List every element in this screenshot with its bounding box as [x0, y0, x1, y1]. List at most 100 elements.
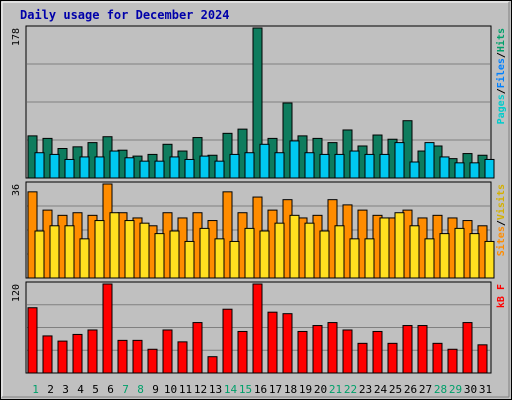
x-tick-label: 23	[359, 383, 372, 396]
bar-visits-day-27	[424, 238, 435, 279]
bar-files-day-5	[94, 156, 105, 179]
bar-kb-f-day-25	[387, 342, 398, 374]
bar-files-day-13	[214, 160, 225, 179]
x-axis: 1 2 3 4 5 6 7 8 9 10 11 12 13 14 15 16 17 18 19 20 21 22 23 24 2…	[32, 383, 492, 396]
x-tick-label: 29	[449, 383, 462, 396]
bar-files-day-28	[439, 156, 450, 179]
legend-entry: /	[496, 52, 507, 58]
x-tick-label: 19	[299, 383, 312, 396]
x-tick-label: 31	[479, 383, 492, 396]
bar-kb-f-day-5	[87, 329, 98, 374]
y-tick-label: 178	[11, 28, 22, 46]
bar-visits-day-9	[154, 233, 165, 279]
x-tick-label: 1	[32, 383, 39, 396]
bar-kb-f-day-13	[207, 356, 218, 374]
legend-entry: Pages	[496, 94, 507, 124]
bar-files-day-15	[244, 152, 255, 179]
panel-legend: Pages/Files/Hits	[495, 28, 507, 124]
bar-kb-f-day-29	[447, 348, 458, 374]
bar-visits-day-15	[244, 227, 255, 279]
legend-entry: kB F	[496, 284, 507, 308]
bar-kb-f-day-22	[342, 329, 353, 374]
bar-files-day-18	[289, 140, 300, 179]
legend-entry: /	[496, 88, 507, 94]
bar-files-day-27	[424, 142, 435, 179]
bar-files-day-31	[484, 158, 495, 179]
panel-3: 120 kB F	[11, 281, 507, 374]
bar-kb-f-day-30	[462, 322, 473, 374]
x-tick-label: 11	[179, 383, 192, 396]
legend-entry: /	[496, 220, 507, 226]
bar-visits-day-24	[379, 217, 390, 279]
x-tick-label: 6	[107, 383, 114, 396]
bar-visits-day-3	[64, 225, 75, 279]
bar-files-day-14	[229, 153, 240, 179]
x-tick-label: 30	[464, 383, 477, 396]
x-tick-label: 21	[329, 383, 342, 396]
x-tick-label: 27	[419, 383, 432, 396]
x-tick-label: 28	[434, 383, 447, 396]
legend-entry: Files	[495, 58, 507, 88]
bar-visits-day-2	[49, 225, 60, 279]
bar-kb-f-day-14	[222, 308, 233, 374]
bar-kb-f-day-26	[402, 325, 413, 374]
x-tick-label: 16	[254, 383, 267, 396]
x-tick-label: 2	[47, 383, 54, 396]
bar-files-day-21	[334, 153, 345, 179]
bar-kb-f-day-23	[357, 342, 368, 374]
bar-kb-f-day-31	[477, 344, 488, 374]
y-tick-label: 120	[11, 284, 22, 302]
bar-visits-day-6	[109, 212, 120, 279]
bar-visits-day-8	[139, 222, 150, 279]
bar-visits-day-20	[319, 230, 330, 279]
bar-kb-f-day-21	[327, 322, 338, 374]
bar-kb-f-day-7	[117, 339, 128, 374]
bar-visits-day-1	[34, 230, 45, 279]
bar-visits-day-29	[454, 227, 465, 279]
bar-visits-day-18	[289, 214, 300, 279]
x-tick-label: 18	[284, 383, 297, 396]
x-tick-label: 13	[209, 383, 222, 396]
bar-files-day-10	[169, 156, 180, 179]
bar-kb-f-day-17	[267, 311, 278, 374]
bar-visits-day-10	[169, 230, 180, 279]
x-tick-label: 10	[164, 383, 177, 396]
bar-kb-f-day-19	[297, 330, 308, 374]
bar-files-day-4	[79, 156, 90, 179]
x-tick-label: 4	[77, 383, 84, 396]
x-tick-label: 25	[389, 383, 402, 396]
x-tick-label: 20	[314, 383, 327, 396]
legend-entry: Visits	[495, 184, 507, 220]
bar-files-day-1	[34, 152, 45, 179]
bar-kb-f-day-15	[237, 330, 248, 374]
bar-kb-f-day-16	[252, 283, 263, 374]
bar-files-day-23	[364, 153, 375, 179]
bar-kb-f-day-4	[72, 333, 83, 374]
bar-kb-f-day-12	[192, 322, 203, 374]
x-tick-label: 12	[194, 383, 207, 396]
bar-visits-day-23	[364, 238, 375, 279]
bar-visits-day-13	[214, 238, 225, 279]
panel-legend: Sites/Visits	[495, 184, 507, 256]
x-tick-label: 7	[122, 383, 129, 396]
bar-kb-f-day-18	[282, 313, 293, 374]
bar-kb-f-day-6	[102, 283, 113, 374]
bar-visits-day-28	[439, 233, 450, 279]
bar-kb-f-day-28	[432, 342, 443, 374]
bar-files-day-9	[154, 160, 165, 179]
bar-visits-day-12	[199, 227, 210, 279]
x-tick-label: 22	[344, 383, 357, 396]
bar-kb-f-day-10	[162, 329, 173, 374]
bar-visits-day-11	[184, 240, 195, 279]
bar-kb-f-day-20	[312, 325, 323, 374]
bar-sites-day-14	[222, 191, 233, 279]
bar-files-day-8	[139, 160, 150, 179]
bar-files-day-19	[304, 152, 315, 179]
bar-visits-day-31	[484, 240, 495, 279]
bar-files-day-16	[259, 143, 270, 179]
panel-2: 36 Sites/Visits	[11, 181, 507, 279]
bar-files-day-30	[469, 162, 480, 179]
